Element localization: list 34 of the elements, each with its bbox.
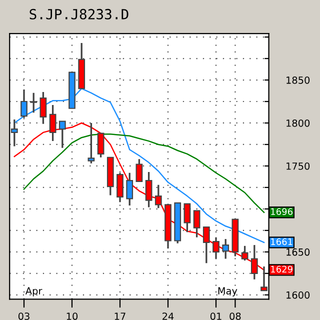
candlestick — [202, 226, 210, 264]
y-tick-label: 1850 — [286, 76, 310, 84]
x-tick-label: 10 — [66, 312, 78, 320]
y-tick-label: 1750 — [286, 162, 310, 170]
candlestick — [212, 236, 220, 260]
candlestick — [40, 91, 47, 125]
chart-title: S.JP.J8233.D — [30, 8, 128, 20]
data-label: 1661 — [271, 238, 292, 246]
line-series — [23, 134, 265, 214]
candlestick — [136, 158, 143, 182]
data-label: 1629 — [271, 266, 292, 273]
annotation: May — [218, 287, 238, 296]
x-tick-label: 03 — [18, 312, 30, 320]
candlestick — [97, 132, 104, 158]
candlestick — [116, 172, 124, 203]
candlestick — [126, 172, 134, 206]
y-tick-label: 1650 — [286, 248, 310, 256]
y-tick-label: 1800 — [286, 119, 310, 127]
x-tick-label: 24 — [162, 312, 174, 320]
x-tick-label: 01 — [210, 312, 222, 320]
x-tick-label: 08 — [230, 312, 241, 320]
candlestick — [241, 245, 248, 262]
candlestick — [222, 238, 230, 260]
candlestick — [58, 120, 66, 149]
y-tick-label: 1600 — [286, 291, 310, 299]
candlestick — [154, 184, 162, 209]
candlestick — [145, 171, 152, 208]
annotation: Apr — [25, 287, 42, 296]
candlestick — [88, 122, 95, 164]
data-label: 1696 — [271, 208, 293, 216]
x-tick-label: 17 — [114, 312, 126, 320]
candlestick — [184, 202, 191, 233]
candlestick — [30, 92, 38, 114]
candlestick — [193, 210, 200, 238]
